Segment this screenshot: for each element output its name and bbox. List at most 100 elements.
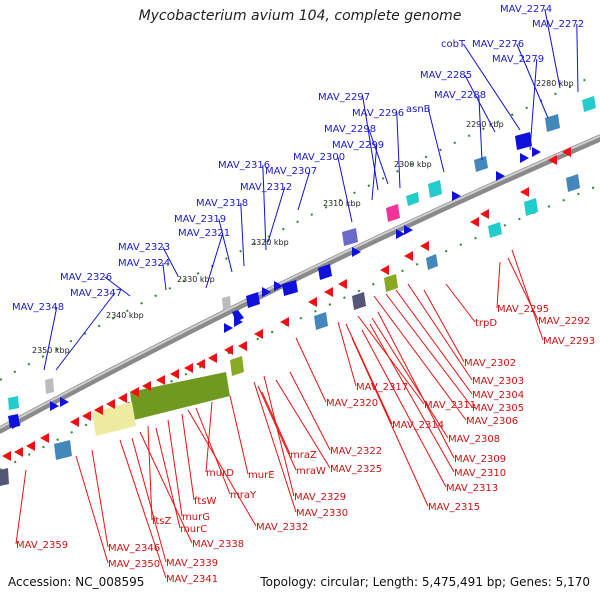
gene-label: MAV_2319 (174, 214, 226, 225)
gene-arrow (40, 433, 49, 443)
gene-arrow (224, 345, 233, 355)
top-gene-labels: MAV_2274 MAV_2272 cobT MAV_2276 MAV_2279 MAV_… (12, 4, 584, 313)
gene-label: MAV_2312 (240, 182, 292, 193)
gene-label: MAV_2288 (434, 90, 486, 101)
gene-label: MAV_2315 (428, 502, 480, 513)
callout-line (218, 218, 233, 273)
gene-arrow (338, 279, 347, 289)
callout-line (516, 43, 549, 119)
map-title: Mycobacterium avium 104, complete genome (138, 8, 462, 24)
gene-label: MAV_2303 (472, 376, 524, 387)
gene-label: mraZ (290, 450, 317, 461)
callout-line (464, 74, 496, 133)
gene-label: MAV_2329 (294, 492, 346, 503)
gene-label: ftsW (194, 496, 216, 507)
tick-label: 2280 kbp (536, 79, 574, 88)
gene-arrow (238, 341, 247, 351)
callout-line (75, 455, 109, 564)
gene-arrow (70, 417, 79, 427)
gene-label: MAV_2299 (332, 140, 384, 151)
callout-line (155, 427, 181, 529)
callout-line (337, 156, 353, 223)
callout-line (162, 262, 167, 291)
gene-label: MAV_2348 (12, 302, 64, 313)
inner-scale-ring (0, 184, 600, 471)
gene-arrow (274, 281, 283, 291)
callout-line (297, 170, 311, 211)
gene-label: MAV_2317 (356, 382, 408, 393)
gene-arrow (234, 317, 243, 327)
top-strand-features (8, 96, 596, 428)
gene-label: MAV_2311 (424, 400, 476, 411)
callout-line (91, 449, 109, 548)
gene-arrow (2, 451, 11, 461)
accession-text: Accession: NC_008595 (8, 575, 145, 589)
gene-arrow (404, 225, 413, 235)
gene-label: murC (180, 524, 207, 535)
gene-arrow (520, 153, 529, 163)
callout-line (263, 375, 295, 497)
callout-line (361, 329, 447, 488)
genome-backbone (0, 134, 600, 434)
gene-label: MAV_2341 (166, 574, 218, 585)
gene-label: cobT (441, 39, 466, 50)
kbp-tick-labels: 2280 kbp 2290 kbp 2300 kbp 2310 kbp 2320… (32, 79, 574, 355)
gene-arrow (184, 363, 193, 373)
tick-label: 2350 kbp (32, 346, 70, 355)
tick-label: 2290 kbp (466, 120, 504, 129)
gene-label: MAV_2314 (392, 420, 444, 431)
gene-label: MAV_2323 (118, 242, 170, 253)
gene-label: MAV_2285 (420, 70, 472, 81)
gene-label: MAV_2339 (166, 558, 218, 569)
gene-label: MAV_2296 (352, 108, 404, 119)
gene-arrow (480, 209, 489, 219)
callout-line (147, 425, 153, 521)
callout-line (511, 249, 544, 341)
gene-label: MAV_2307 (265, 166, 317, 177)
callout-line (167, 419, 183, 517)
outer-scale-ring (0, 74, 596, 381)
callout-line (445, 283, 476, 323)
gene-label: MAV_2324 (118, 258, 170, 269)
gene-label: MAV_2318 (196, 198, 248, 209)
callout-line (267, 186, 286, 243)
callout-line (131, 437, 167, 563)
callout-line (423, 289, 465, 363)
gene-label: mraW (296, 466, 326, 477)
callout-line (377, 311, 455, 459)
gene-label: MAV_2325 (330, 464, 382, 475)
gene-label: MAV_2272 (532, 19, 584, 30)
tick-label: 2300 kbp (394, 160, 432, 169)
genome-summary: Topology: circular; Length: 5,475,491 bp… (260, 575, 590, 589)
callout-line (181, 413, 195, 501)
gene-arrow (14, 447, 23, 457)
callout-line (205, 401, 213, 473)
gene-label: MAV_2338 (192, 539, 244, 550)
gene-arrow (60, 397, 69, 407)
gene-arrow (532, 147, 541, 157)
gene-arrow (352, 247, 361, 257)
callout-line (396, 112, 401, 189)
callout-line (371, 317, 449, 439)
gene-arrow (562, 147, 571, 157)
tick-label: 2340 kbp (106, 311, 144, 320)
gene-label: MAV_2306 (466, 416, 518, 427)
gene-label: MAV_2298 (324, 124, 376, 135)
callout-line (351, 337, 429, 507)
callout-line (368, 128, 389, 185)
gene-arrow (94, 405, 103, 415)
callout-line (295, 337, 327, 403)
callout-line (544, 8, 561, 89)
gene-arrows (2, 147, 571, 461)
gene-arrow (156, 375, 165, 385)
gene-arrow (12, 419, 21, 429)
gene-label: trpD (475, 318, 497, 329)
gene-label: mraY (230, 490, 257, 501)
gene-label: MAV_2279 (492, 54, 544, 65)
gene-arrow (118, 393, 127, 403)
gene-label: MAV_2320 (326, 398, 378, 409)
gene-label: MAV_2295 (497, 304, 549, 315)
gene-arrow (170, 369, 179, 379)
callout-line (407, 283, 473, 381)
